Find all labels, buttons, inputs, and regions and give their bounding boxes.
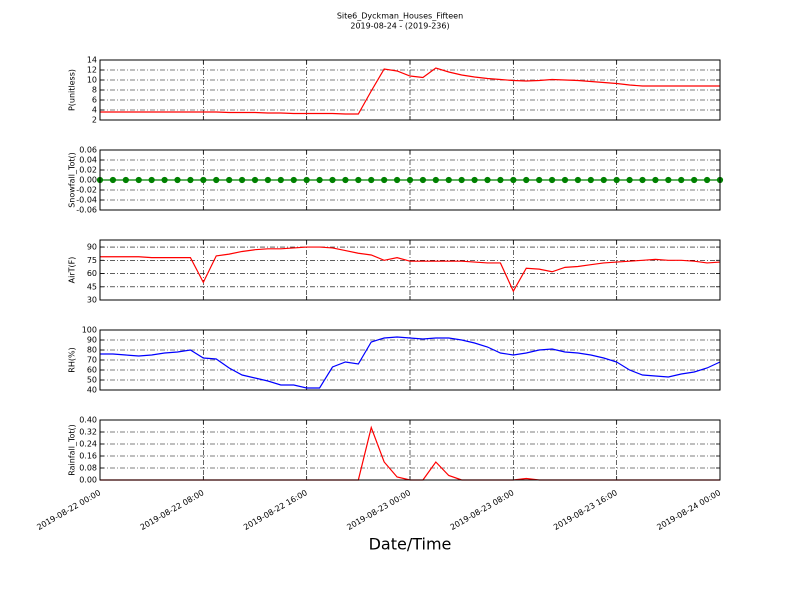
y-axis-label: RH(%) [68,347,77,372]
y-axis-label: P(unitless) [68,69,77,111]
y-tick-label: -0.04 [76,196,97,205]
chart-title: Site6_Dyckman_Houses_Fifteen [337,12,463,21]
y-tick-label: 0.00 [79,176,97,185]
data-point [355,176,362,184]
y-tick-label: -0.02 [76,186,97,195]
y-tick-label: 0.02 [79,166,97,175]
data-point [277,176,284,184]
y-tick-label: 0.16 [79,452,97,461]
y-tick-label: 90 [87,243,97,252]
y-tick-label: 14 [87,56,97,65]
data-point [445,176,452,184]
data-point [329,176,336,184]
y-tick-label: 6 [92,96,97,105]
y-axis-label: Snowfall_Tot() [68,152,77,208]
y-tick-label: 40 [87,386,97,395]
plot-frame [99,329,721,391]
data-point [148,176,155,184]
data-point [432,176,439,184]
y-tick-label: 75 [87,256,97,265]
data-line [100,67,720,115]
data-point [703,176,711,184]
data-point [497,176,504,184]
plot-frame [99,239,721,301]
y-tick-label: 2 [92,116,97,125]
y-tick-label: 0.06 [79,146,97,155]
chart-subtitle: 2019-08-24 - (2019-236) [350,22,449,31]
plot-frame [99,149,721,211]
data-line [100,336,721,389]
y-tick-label: 0.00 [79,476,97,485]
data-point [639,176,646,184]
y-tick-label: 8 [92,86,97,95]
y-tick-label: 0.40 [79,416,97,425]
y-tick-label: 45 [87,282,97,291]
data-point [484,176,491,184]
y-tick-label: 12 [87,66,97,75]
data-point [626,176,633,184]
data-point [665,176,672,184]
data-point [342,176,349,184]
data-point [200,176,207,184]
data-point [226,176,233,184]
data-point [548,176,556,184]
data-point [471,176,478,184]
y-tick-label: 0.32 [79,428,97,437]
data-point [536,176,543,184]
y-axis-label: AirT(F) [68,257,77,284]
y-tick-label: 80 [87,346,97,355]
data-point [678,176,685,184]
data-point [600,176,607,184]
data-point [523,176,530,184]
data-point [652,176,659,184]
data-point [368,176,375,184]
y-tick-label: 0.04 [79,156,97,165]
y-tick-label: 50 [87,376,97,385]
data-point [290,176,297,184]
data-point [406,176,414,184]
data-point [316,176,323,184]
data-point [109,176,117,184]
y-tick-label: -0.06 [76,206,97,215]
data-point [264,176,272,184]
y-axis-label: Rainfall_Tot() [68,424,77,476]
y-tick-label: 100 [82,326,97,335]
data-point [122,176,129,184]
y-tick-label: 0.08 [79,464,97,473]
y-tick-label: 70 [87,356,97,365]
data-line [100,246,721,293]
y-tick-label: 0.24 [79,440,97,449]
plot-frame [99,419,721,481]
x-axis-label: Date/Time [369,535,452,554]
data-point [381,176,388,184]
y-tick-label: 10 [87,76,97,85]
data-point [251,176,259,184]
data-point [691,176,698,184]
data-point [213,176,220,184]
y-tick-label: 4 [92,106,97,115]
data-point [510,176,517,184]
y-tick-label: 30 [87,296,97,305]
data-point [587,176,594,184]
data-point [393,176,401,184]
y-tick-label: 60 [87,269,97,278]
data-point [613,176,620,184]
data-point [561,176,569,184]
data-point [458,176,465,184]
plot-frame [99,59,721,121]
data-point [174,176,181,184]
data-point [303,176,310,184]
data-point [161,176,168,184]
y-tick-label: 90 [87,336,97,345]
data-point [419,176,427,184]
data-point [187,176,194,184]
data-point [238,176,246,184]
data-point [574,176,582,184]
data-point [135,176,142,184]
y-tick-label: 60 [87,366,97,375]
